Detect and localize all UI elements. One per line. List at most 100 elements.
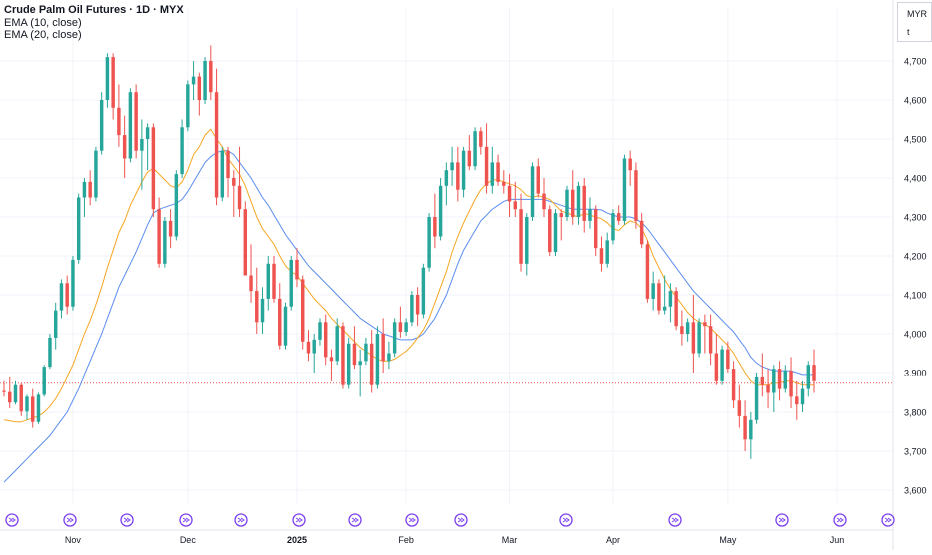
candle[interactable] (318, 318, 322, 346)
candle[interactable] (674, 287, 678, 331)
candle[interactable] (2, 380, 6, 397)
candle[interactable] (685, 318, 690, 342)
candle[interactable] (381, 318, 385, 373)
candle[interactable] (565, 185, 569, 221)
candle[interactable] (243, 201, 248, 276)
candle[interactable] (352, 326, 357, 370)
candle[interactable] (25, 394, 29, 420)
candle[interactable] (151, 123, 156, 217)
candle[interactable] (553, 209, 558, 256)
candle[interactable] (272, 256, 276, 303)
candle[interactable] (800, 380, 805, 412)
event-marker-icon[interactable] (559, 513, 573, 527)
candle[interactable] (94, 146, 98, 202)
candle[interactable] (220, 146, 225, 202)
candle[interactable] (88, 170, 92, 206)
candle[interactable] (301, 275, 305, 350)
candle[interactable] (82, 178, 87, 217)
candle[interactable] (502, 170, 506, 194)
candle[interactable] (530, 162, 535, 221)
event-marker-icon[interactable] (5, 513, 19, 527)
candle[interactable] (760, 353, 765, 397)
candle[interactable] (605, 232, 609, 268)
candle[interactable] (691, 295, 696, 373)
candle[interactable] (749, 412, 753, 459)
candle[interactable] (766, 369, 770, 409)
candle[interactable] (53, 302, 58, 350)
candle[interactable] (157, 197, 161, 268)
event-marker-icon[interactable] (405, 513, 419, 527)
candle[interactable] (209, 45, 213, 100)
candle[interactable] (795, 380, 799, 420)
candle[interactable] (611, 209, 615, 245)
candle[interactable] (358, 349, 362, 397)
candle[interactable] (812, 349, 816, 393)
candle[interactable] (456, 146, 460, 202)
candle[interactable] (571, 170, 575, 225)
candle[interactable] (226, 146, 230, 198)
candle[interactable] (714, 334, 719, 385)
candle[interactable] (536, 158, 540, 198)
event-marker-icon[interactable] (348, 513, 362, 527)
candle[interactable] (312, 334, 316, 373)
candle[interactable] (726, 341, 730, 373)
candle[interactable] (346, 337, 351, 389)
candle[interactable] (525, 213, 529, 276)
candle[interactable] (639, 213, 644, 249)
candle[interactable] (335, 318, 339, 366)
event-marker-icon[interactable] (881, 513, 895, 527)
ema10-legend[interactable]: EMA (10, close) (4, 16, 82, 29)
candle[interactable] (295, 248, 299, 288)
candle[interactable] (266, 256, 270, 311)
candle[interactable] (634, 162, 638, 229)
candle[interactable] (484, 123, 489, 194)
candle[interactable] (444, 162, 449, 206)
candle[interactable] (513, 181, 518, 217)
event-marker-icon[interactable] (63, 513, 77, 527)
candle[interactable] (616, 205, 621, 225)
candle[interactable] (559, 209, 563, 241)
candle[interactable] (593, 205, 598, 256)
event-marker-icon[interactable] (292, 513, 306, 527)
candle[interactable] (548, 205, 552, 256)
candle[interactable] (473, 127, 477, 171)
candle[interactable] (404, 318, 408, 336)
candle[interactable] (772, 365, 776, 412)
candle[interactable] (48, 334, 52, 370)
event-marker-icon[interactable] (668, 513, 682, 527)
candle[interactable] (789, 357, 793, 409)
candle[interactable] (13, 380, 18, 405)
candle[interactable] (214, 68, 219, 206)
candle[interactable] (260, 287, 265, 334)
candle[interactable] (461, 146, 466, 198)
candle[interactable] (163, 217, 167, 268)
candle[interactable] (278, 283, 282, 350)
event-marker-icon[interactable] (833, 513, 847, 527)
candle[interactable] (31, 388, 35, 428)
candle[interactable] (111, 53, 115, 120)
candle[interactable] (122, 115, 127, 178)
candle[interactable] (651, 271, 655, 311)
candle[interactable] (657, 279, 661, 315)
candle[interactable] (105, 53, 110, 108)
axis-unit-box[interactable]: MYR t (897, 2, 932, 42)
candle[interactable] (197, 72, 202, 116)
candle[interactable] (588, 197, 592, 229)
candle[interactable] (174, 170, 179, 241)
candle[interactable] (180, 119, 184, 179)
candle[interactable] (117, 84, 121, 147)
event-marker-icon[interactable] (179, 513, 193, 527)
candle[interactable] (754, 373, 759, 424)
candle[interactable] (645, 240, 650, 303)
candle[interactable] (289, 256, 293, 311)
candle[interactable] (283, 302, 288, 350)
candle[interactable] (99, 92, 104, 155)
symbol-title[interactable]: Crude Palm Oil Futures · 1D · MYX (4, 4, 184, 16)
candle[interactable] (76, 193, 81, 264)
candle[interactable] (806, 361, 810, 397)
candle[interactable] (433, 193, 437, 249)
candle[interactable] (255, 267, 259, 334)
candle[interactable] (519, 193, 523, 272)
